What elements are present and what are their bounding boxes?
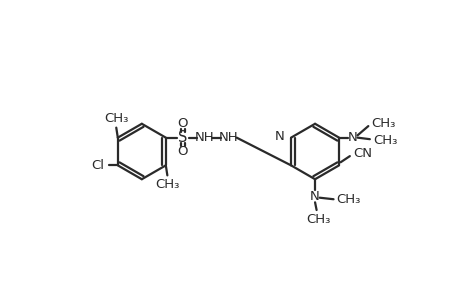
Text: N: N — [309, 190, 319, 203]
Text: S: S — [178, 130, 187, 145]
Text: Cl: Cl — [91, 159, 104, 172]
Text: NH: NH — [194, 131, 213, 144]
Text: CH₃: CH₃ — [104, 112, 128, 125]
Text: O: O — [177, 117, 188, 130]
Text: CN: CN — [352, 146, 371, 160]
Text: CH₃: CH₃ — [155, 178, 179, 191]
Text: N: N — [347, 131, 357, 144]
Text: CH₃: CH₃ — [336, 193, 360, 206]
Text: CH₃: CH₃ — [305, 213, 330, 226]
Text: O: O — [177, 145, 188, 158]
Text: NH: NH — [218, 131, 238, 144]
Text: CH₃: CH₃ — [370, 117, 395, 130]
Text: CH₃: CH₃ — [372, 134, 397, 147]
Text: N: N — [274, 130, 284, 142]
